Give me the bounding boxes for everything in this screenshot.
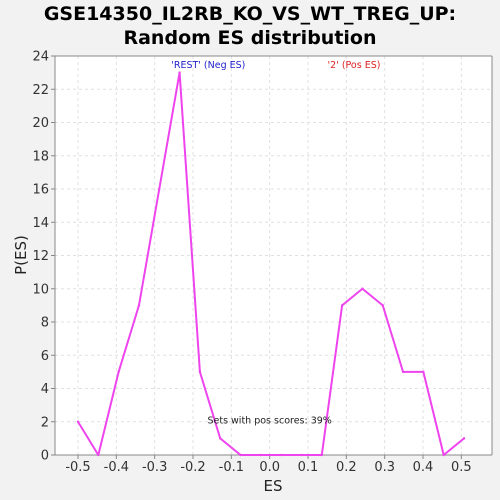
x-tick-label: -0.5 xyxy=(65,460,90,475)
x-tick-label: -0.2 xyxy=(180,460,205,475)
data-point xyxy=(117,370,120,374)
chart-title: GSE14350_IL2RB_KO_VS_WT_TREG_UP: xyxy=(44,3,456,25)
data-point xyxy=(381,304,384,307)
y-tick-label: 14 xyxy=(32,216,49,231)
x-axis-label: ES xyxy=(264,477,283,495)
data-point xyxy=(442,453,445,457)
x-tick-label: 0.0 xyxy=(259,460,280,475)
data-point xyxy=(198,370,202,374)
x-tick-label: -0.4 xyxy=(104,460,129,475)
data-point xyxy=(239,453,242,457)
x-tick-label: 0.4 xyxy=(413,460,434,475)
annotation-text: Sets with pos scores: 39% xyxy=(207,415,331,426)
data-point xyxy=(219,437,222,440)
y-tick-label: 4 xyxy=(41,382,49,397)
data-point xyxy=(462,437,466,440)
y-tick-label: 16 xyxy=(32,183,49,198)
series-layer xyxy=(76,71,466,457)
grid-lines xyxy=(55,55,492,456)
y-tick-label: 0 xyxy=(41,449,49,464)
data-point xyxy=(76,420,80,423)
x-tick-label: 0.1 xyxy=(298,460,319,475)
legend-item: '2' (Pos ES) xyxy=(328,60,381,71)
data-point xyxy=(97,453,100,457)
data-point xyxy=(178,71,181,74)
y-tick-label: 8 xyxy=(41,316,49,331)
data-point xyxy=(422,370,425,374)
data-point xyxy=(158,187,161,191)
x-tick-label: 0.2 xyxy=(336,460,357,475)
axes: -0.5 -0.4 -0.3 -0.2 -0.1 0.0 0.1 0.2 0.3 0.4 0.5 0 2… xyxy=(32,50,493,475)
data-point xyxy=(137,304,141,307)
y-tick-label: 18 xyxy=(32,149,49,164)
x-tick-label: -0.3 xyxy=(142,460,167,475)
y-tick-label: 20 xyxy=(32,116,49,131)
y-tick-label: 10 xyxy=(32,282,49,297)
x-tick-label: 0.5 xyxy=(451,460,472,475)
y-tick-label: 24 xyxy=(32,50,49,65)
legend: 'REST' (Neg ES) '2' (Pos ES) xyxy=(171,60,380,71)
x-tick-label: 0.3 xyxy=(374,460,395,475)
series-line xyxy=(77,71,465,456)
y-tick-label: 12 xyxy=(32,249,49,264)
y-tick-label: 6 xyxy=(41,349,49,364)
data-point xyxy=(320,453,323,457)
data-point xyxy=(259,453,263,457)
data-point xyxy=(340,304,344,307)
data-point xyxy=(401,370,405,374)
x-tick-label: -0.1 xyxy=(219,460,244,475)
chart-subtitle: Random ES distribution xyxy=(123,27,376,49)
legend-item: 'REST' (Neg ES) xyxy=(171,60,245,71)
y-tick-label: 22 xyxy=(32,83,49,98)
y-axis-label: P(ES) xyxy=(12,235,30,275)
y-tick-label: 2 xyxy=(41,415,49,430)
data-point xyxy=(300,453,303,457)
data-point xyxy=(361,287,364,290)
data-point xyxy=(279,453,283,457)
